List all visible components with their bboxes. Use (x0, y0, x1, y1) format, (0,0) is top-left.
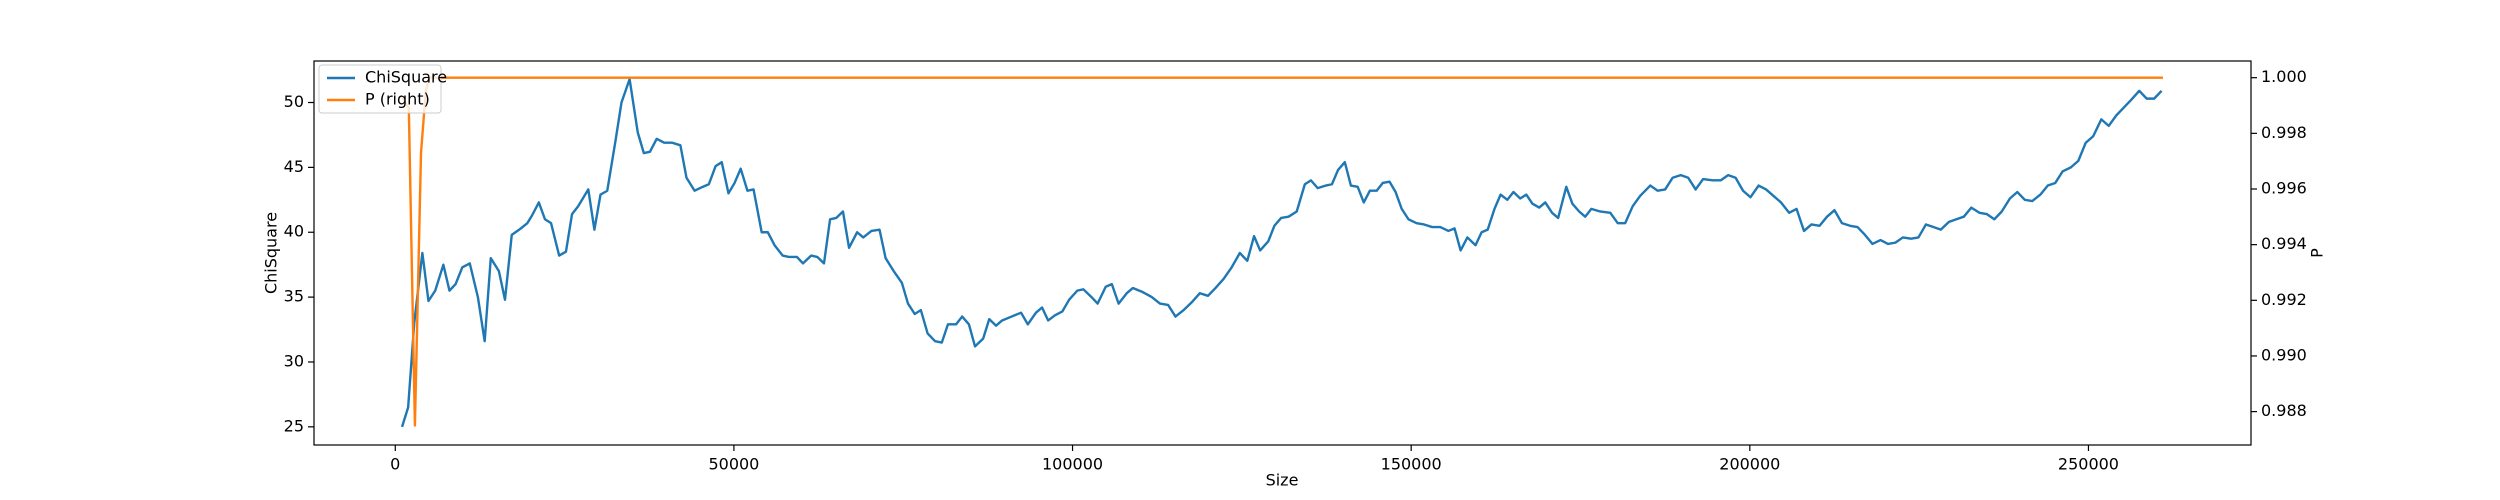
y2-tick-label: 0.988 (2261, 401, 2307, 420)
y2-tick-label: 0.992 (2261, 290, 2307, 309)
plot-frame (313, 60, 2252, 446)
y2-tick-label: 0.998 (2261, 123, 2307, 142)
x-tick-label: 50000 (708, 455, 759, 474)
x-tick-label: 200000 (1719, 455, 1780, 474)
y2-axis-label: P (2308, 248, 2327, 258)
y-tick-label: 50 (284, 92, 304, 111)
legend-label: P (right) (365, 90, 430, 109)
x-tick-label: 0 (390, 455, 400, 474)
y-tick-label: 30 (284, 351, 304, 370)
y2-tick-label: 0.990 (2261, 345, 2307, 364)
y-tick-label: 45 (284, 157, 304, 176)
x-tick-label: 150000 (1381, 455, 1442, 474)
x-axis-label: Size (1266, 471, 1299, 490)
y-tick-label: 25 (284, 416, 304, 435)
legend-label: ChiSquare (365, 68, 447, 87)
y-axis-label: ChiSquare (262, 212, 281, 294)
x-tick-label: 250000 (2058, 455, 2119, 474)
y-tick-label: 40 (284, 222, 304, 241)
y-tick-label: 35 (284, 287, 304, 306)
x-tick-label: 100000 (1042, 455, 1103, 474)
y2-tick-label: 1.000 (2261, 67, 2307, 86)
y2-tick-label: 0.996 (2261, 179, 2307, 198)
series-line (400, 77, 2163, 428)
y2-tick-label: 0.994 (2261, 234, 2307, 253)
